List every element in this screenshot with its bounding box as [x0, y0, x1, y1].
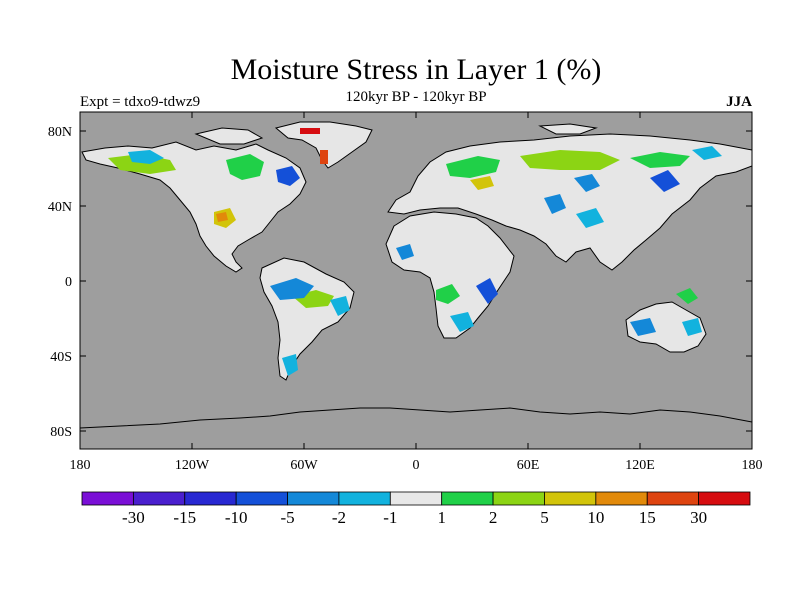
- map-subtitle: 120kyr BP - 120kyr BP: [345, 89, 487, 105]
- colorbar-swatch: [81, 491, 134, 506]
- landmass-arctic-islands: [194, 123, 598, 145]
- anomaly-patch: [436, 284, 460, 304]
- colorbar-swatch: [492, 491, 545, 506]
- anomaly-patch: [128, 150, 164, 164]
- colorbar-label: 15: [639, 508, 656, 527]
- lat-tick-label: 40N: [48, 200, 72, 215]
- experiment-label: Expt = tdxo9-tdwz9: [80, 94, 201, 110]
- anomaly-patch: [446, 156, 500, 178]
- anomaly-patches: [108, 128, 722, 376]
- lon-tick-label: 0: [413, 458, 420, 473]
- colorbar-label: -10: [225, 508, 248, 527]
- lon-tick-label: 120E: [625, 458, 655, 473]
- colorbar-swatch: [287, 491, 340, 506]
- landmass-australia: [625, 301, 707, 353]
- anomaly-patch: [320, 150, 328, 164]
- lon-tick-label: 120W: [175, 458, 210, 473]
- colorbar: -30 -15 -10 -5 -2 -1 1 2 5 10 15 30: [81, 491, 751, 527]
- anomaly-patch: [520, 150, 620, 170]
- colorbar-label: -2: [332, 508, 346, 527]
- anomaly-patch: [270, 278, 314, 300]
- anomaly-patch: [450, 312, 474, 332]
- colorbar-label: -1: [383, 508, 397, 527]
- anomaly-patch: [226, 154, 264, 180]
- colorbar-label: 10: [587, 508, 604, 527]
- colorbar-label: 30: [690, 508, 707, 527]
- longitude-axis: 180 120W 60W 0 60E 120E 180: [70, 112, 763, 473]
- colorbar-label: 1: [437, 508, 446, 527]
- lon-tick-label: 180: [742, 458, 763, 473]
- anomaly-patch: [276, 166, 300, 186]
- lon-tick-label: 60W: [290, 458, 318, 473]
- colorbar-label: -15: [173, 508, 196, 527]
- landmass-antarctica: [80, 407, 752, 429]
- anomaly-patch: [630, 152, 690, 168]
- anomaly-patch: [682, 318, 702, 336]
- map-title: Moisture Stress in Layer 1 (%): [230, 53, 602, 86]
- landmass-africa: [385, 211, 515, 339]
- anomaly-patch: [470, 176, 494, 190]
- colorbar-swatch: [235, 491, 288, 506]
- lon-tick-label: 180: [70, 458, 91, 473]
- colorbar-label: -30: [122, 508, 145, 527]
- anomaly-patch: [476, 278, 498, 304]
- anomaly-patch: [650, 170, 680, 192]
- anomaly-patch: [300, 128, 320, 134]
- colorbar-swatch: [132, 491, 186, 506]
- lat-tick-label: 80S: [50, 425, 72, 440]
- lat-tick-label: 40S: [50, 350, 72, 365]
- colorbar-swatch: [441, 491, 494, 506]
- anomaly-patch: [216, 212, 228, 222]
- colorbar-swatch: [595, 491, 648, 506]
- colorbar-swatch: [646, 491, 700, 506]
- anomaly-patch: [574, 174, 600, 192]
- latitude-axis: 80N 40N 0 40S 80S: [48, 125, 752, 440]
- anomaly-patch: [692, 146, 722, 160]
- colorbar-swatch: [184, 491, 237, 506]
- colorbar-swatch: [544, 491, 597, 506]
- anomaly-patch: [282, 354, 298, 376]
- lat-tick-label: 80N: [48, 125, 72, 140]
- season-label: JJA: [726, 94, 752, 110]
- colorbar-swatch: [338, 491, 391, 506]
- colorbar-swatch: [389, 491, 443, 506]
- colorbar-swatch: [698, 491, 751, 506]
- anomaly-patch: [676, 288, 698, 304]
- anomaly-patch: [576, 208, 604, 228]
- lat-tick-label: 0: [65, 275, 72, 290]
- anomaly-patch: [330, 296, 350, 316]
- anomaly-patch: [630, 318, 656, 336]
- anomaly-patch: [396, 244, 414, 260]
- colorbar-label: -5: [280, 508, 294, 527]
- colorbar-label: 5: [540, 508, 549, 527]
- lon-tick-label: 60E: [517, 458, 540, 473]
- colorbar-label: 2: [489, 508, 498, 527]
- anomaly-patch: [544, 194, 566, 214]
